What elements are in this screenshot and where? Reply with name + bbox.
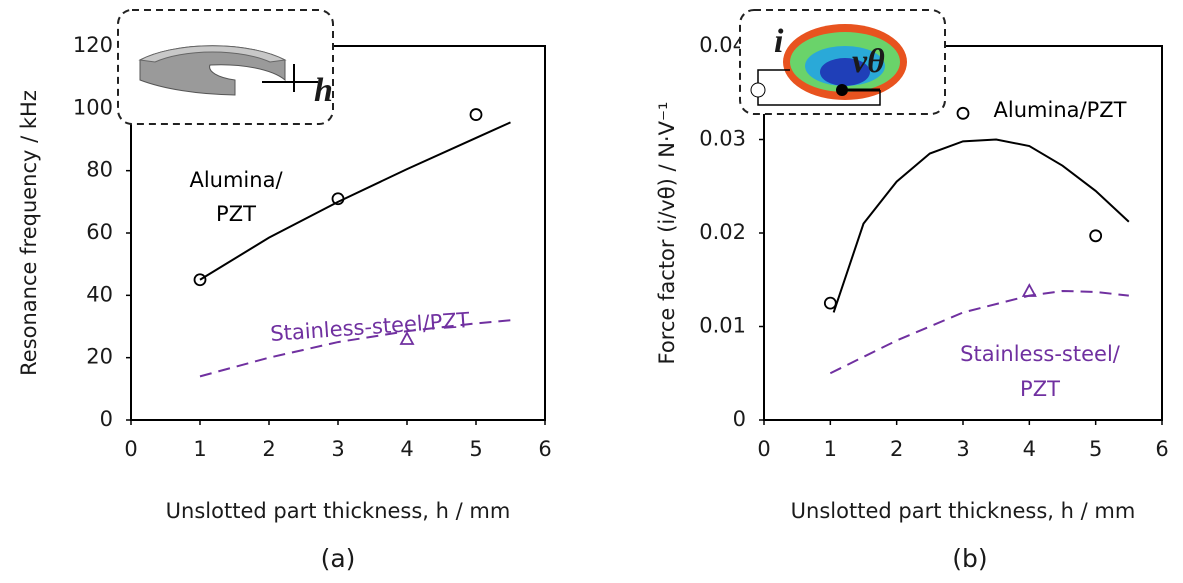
x-tick-label: 0 [124, 437, 137, 461]
inset-label: h [314, 72, 333, 109]
x-tick-label: 3 [331, 437, 344, 461]
inset-body [820, 58, 870, 86]
y-tick-label: 0.04 [699, 33, 746, 57]
x-tick-label: 1 [193, 437, 206, 461]
fit-line [199, 121, 511, 281]
y-tick-label: 0.02 [699, 220, 746, 244]
inset-ring-top [138, 45, 287, 63]
x-tick-label: 2 [890, 437, 903, 461]
annotation: Stainless-steel/ [960, 342, 1121, 366]
data-point [399, 331, 415, 345]
annotation: Alumina/PZT [994, 98, 1127, 122]
inset-b: i vθ [739, 9, 946, 115]
annotation: Stainless-steel/PZT [270, 308, 471, 346]
panel-label: (a) [321, 544, 356, 573]
y-tick-label: 40 [86, 282, 113, 306]
x-tick-label: 5 [1089, 437, 1102, 461]
y-tick-label: 0 [733, 407, 746, 431]
data-point [193, 273, 207, 287]
data-point [823, 296, 837, 310]
inset-a: h [117, 9, 334, 125]
x-tick-label: 3 [956, 437, 969, 461]
data-point [469, 108, 483, 121]
panel-label: (b) [952, 544, 987, 573]
x-tick-label: 4 [1023, 437, 1036, 461]
inset-label: i [774, 23, 784, 60]
x-tick-label: 1 [824, 437, 837, 461]
x-axis-label: Unslotted part thickness, h / mm [791, 499, 1136, 523]
x-tick-label: 0 [757, 437, 770, 461]
y-tick-label: 0.01 [699, 314, 746, 338]
y-tick-label: 120 [73, 33, 113, 57]
annotation: PZT [216, 202, 256, 226]
inset-frame [117, 9, 334, 125]
y-tick-label: 100 [73, 95, 113, 119]
inset-wire [757, 69, 881, 106]
x-tick-label: 6 [538, 437, 551, 461]
y-tick-label: 20 [86, 345, 113, 369]
fit-line [199, 319, 511, 378]
y-tick-label: 0.03 [699, 127, 746, 151]
inset-source [750, 82, 766, 98]
y-tick-label: 60 [86, 220, 113, 244]
data-point [956, 106, 970, 120]
fit-line [832, 138, 1130, 313]
y-axis-label: Force factor (i/vθ) / N·V⁻¹ [655, 102, 679, 365]
x-tick-label: 6 [1155, 437, 1168, 461]
annotation: Alumina/ [189, 168, 283, 192]
y-tick-label: 80 [86, 158, 113, 182]
fit-line [829, 289, 1129, 375]
x-axis-label: Unslotted part thickness, h / mm [166, 499, 511, 523]
x-tick-label: 4 [400, 437, 413, 461]
x-tick-label: 5 [469, 437, 482, 461]
data-point [1089, 229, 1103, 243]
y-axis-label: Resonance frequency / kHz [17, 90, 41, 376]
inset-label: vθ [852, 43, 885, 80]
y-tick-label: 0 [100, 407, 113, 431]
chart: 0 1 2 3 4 5 6 0 0.01 0.02 0.03 0.04 Unslotted part t… [655, 33, 1169, 573]
x-tick-label: 2 [262, 437, 275, 461]
annotation: PZT [1020, 377, 1060, 401]
